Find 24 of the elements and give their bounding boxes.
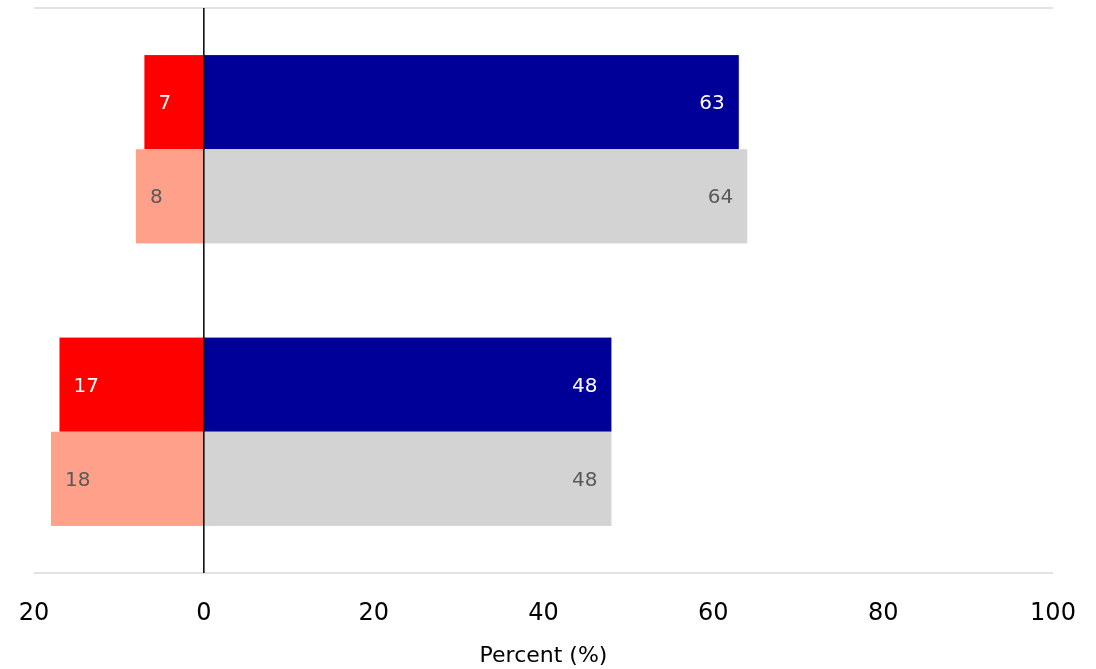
x-tick-label: 0 <box>196 598 212 626</box>
x-tick-label: 20 <box>358 598 389 626</box>
data-label: 63 <box>699 90 725 115</box>
data-label: 48 <box>571 466 598 491</box>
x-tick-label: 100 <box>1030 598 1076 626</box>
bar <box>59 337 204 432</box>
x-tick-label: 20 <box>18 598 50 626</box>
x-tick-label: 60 <box>698 598 729 626</box>
x-tick-label: 40 <box>528 598 559 626</box>
data-label: 64 <box>707 184 734 209</box>
data-label: 48 <box>571 372 598 397</box>
data-label: 7 <box>158 90 172 115</box>
bar <box>50 431 204 526</box>
bar <box>144 55 204 150</box>
x-tick-label: 80 <box>867 598 899 626</box>
data-label: 8 <box>149 184 163 209</box>
bar <box>203 337 612 432</box>
bar <box>203 431 612 526</box>
bar <box>203 149 748 244</box>
x-axis-title: Percent (%) <box>479 642 608 667</box>
data-label: 18 <box>64 466 91 491</box>
data-label: 17 <box>73 372 99 397</box>
bar <box>203 55 739 150</box>
bar <box>135 149 204 244</box>
